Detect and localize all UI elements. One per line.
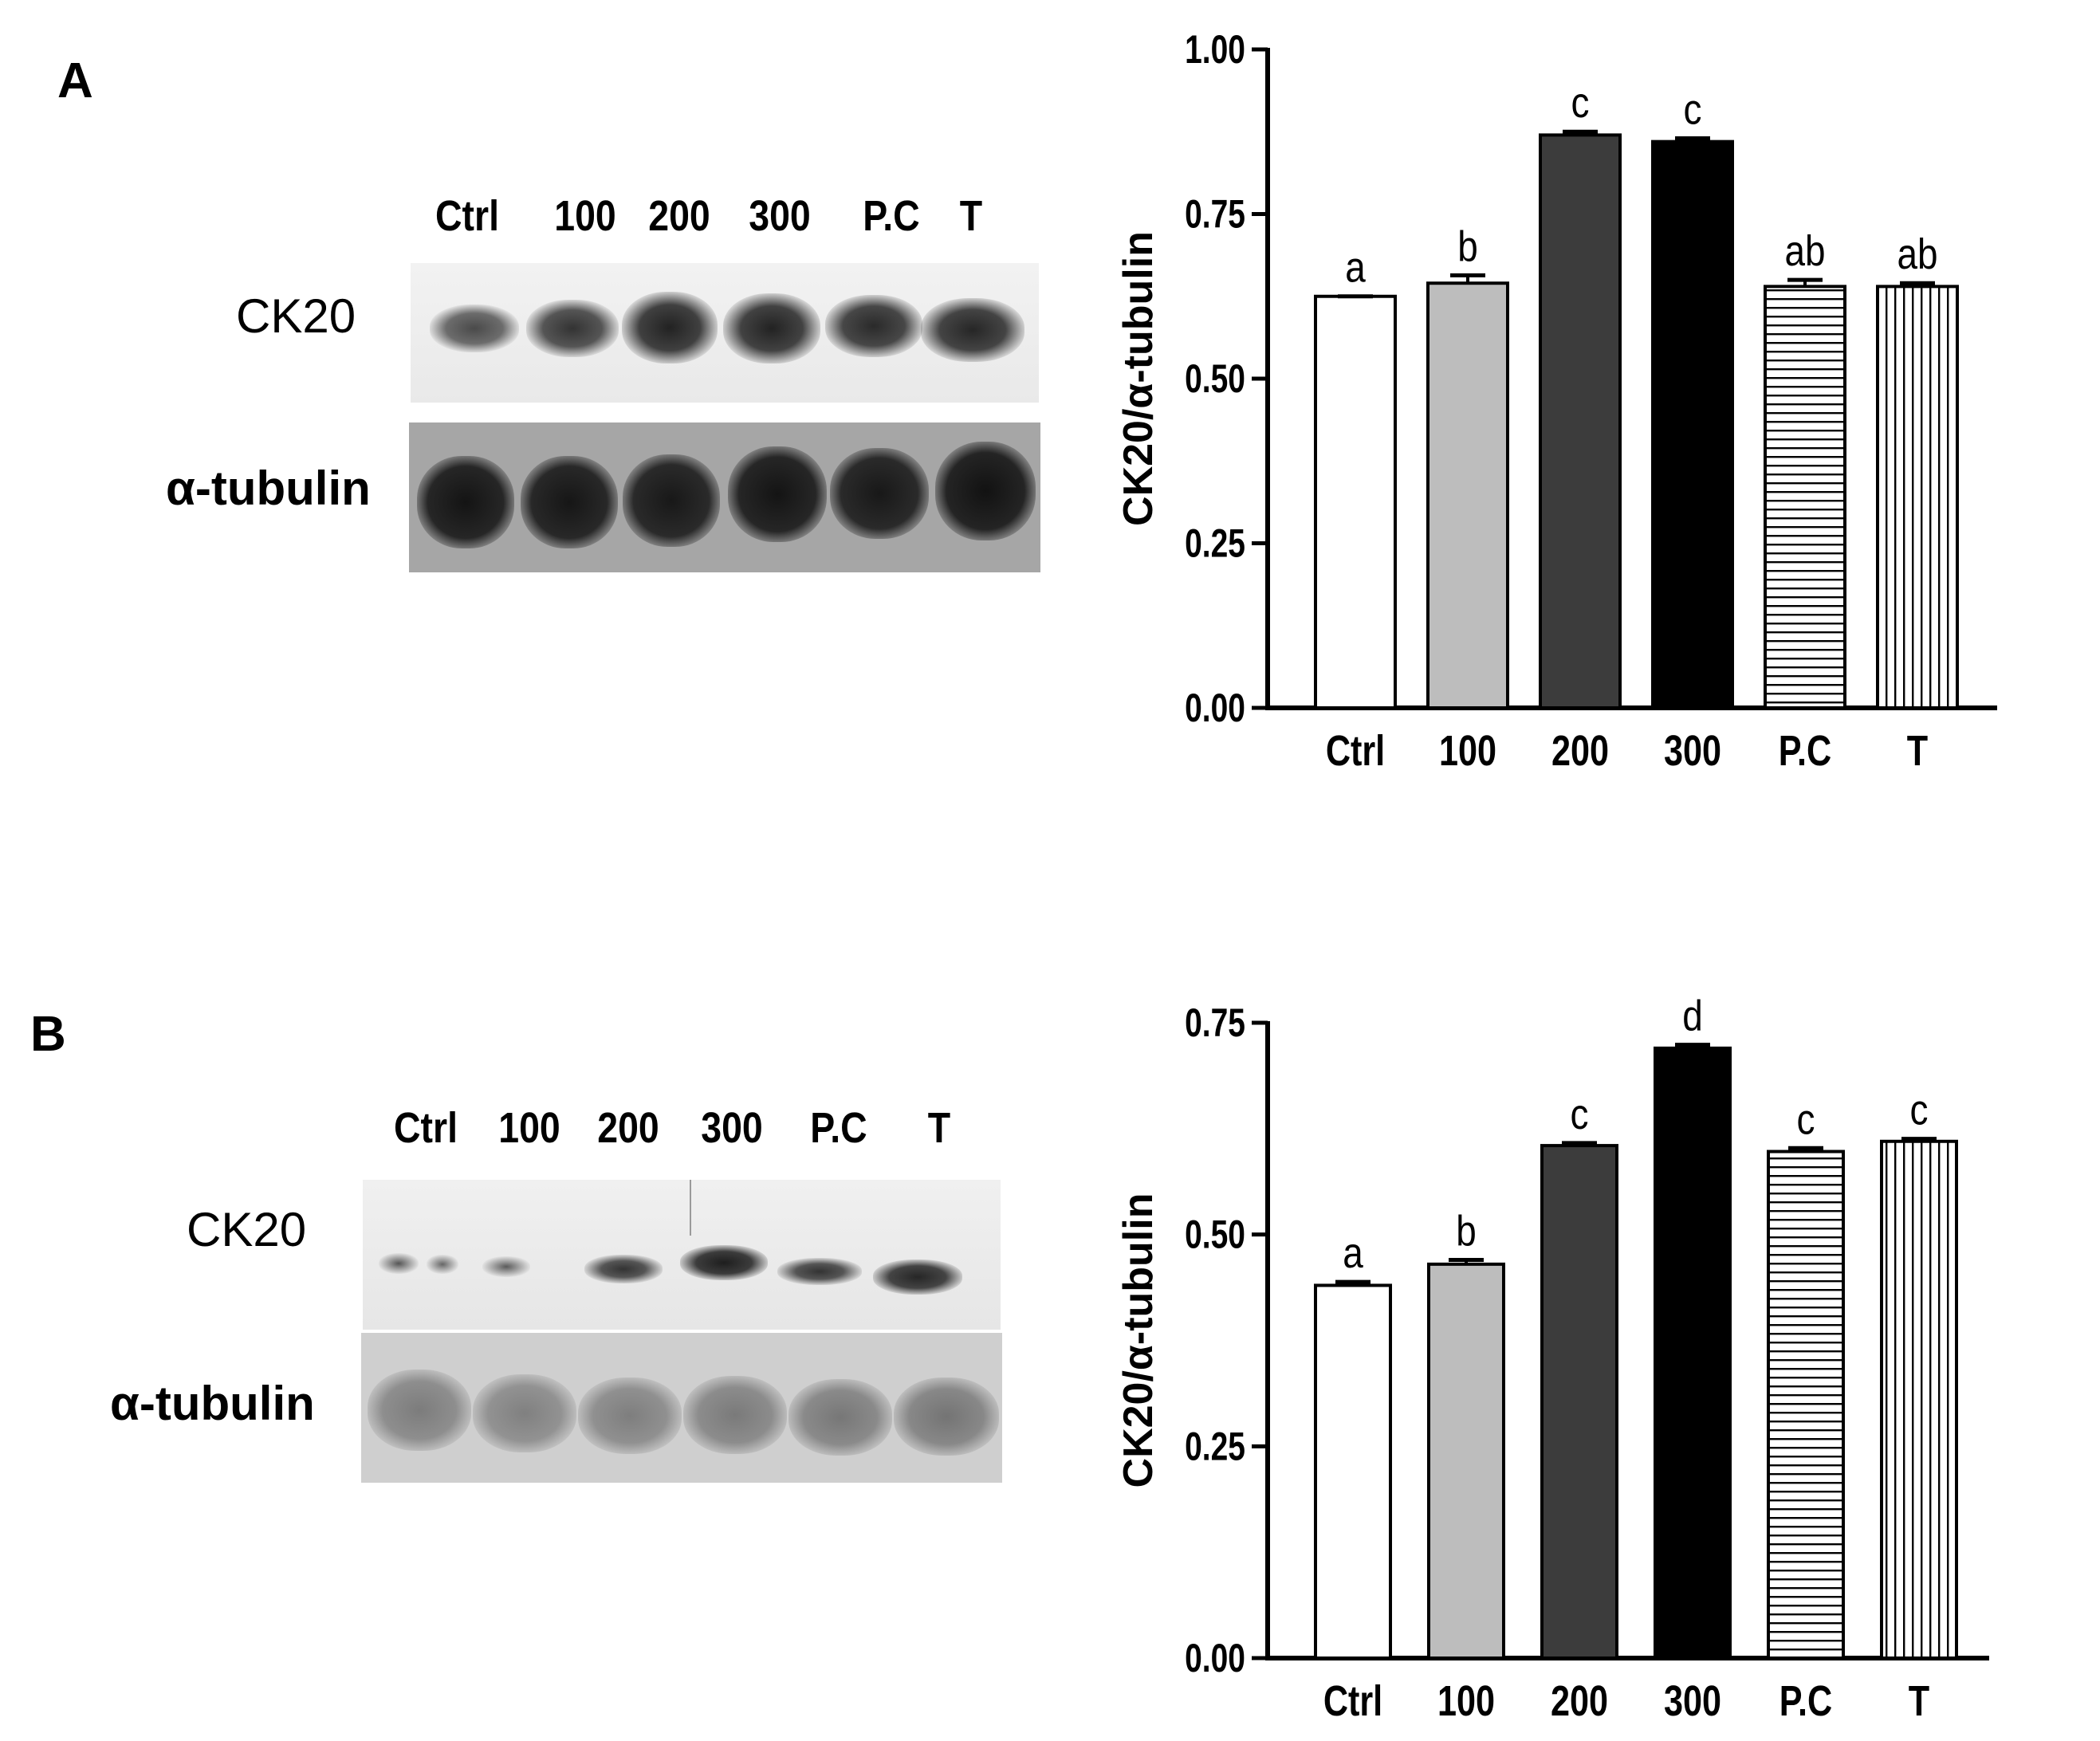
band [894, 1377, 999, 1456]
lane-label: P.C [863, 192, 920, 240]
band [680, 1245, 768, 1280]
lane-label: 100 [498, 1104, 560, 1152]
band [723, 293, 820, 364]
panel-label-b: B [30, 1007, 66, 1062]
blot-strip-ck20 [411, 263, 1039, 403]
x-tick-label: 300 [1664, 728, 1721, 776]
band [379, 1253, 419, 1274]
panel-label-a: A [57, 53, 93, 108]
blot-strip-tubulin [409, 422, 1040, 572]
significance-letter: a [1343, 1229, 1363, 1277]
x-tick-label: Ctrl [1323, 1678, 1382, 1726]
protein-label-tubulin: α-tubulin [166, 462, 371, 515]
y-tick-label: 0.75 [1185, 191, 1245, 237]
bar [1654, 1046, 1732, 1660]
lane-label: P.C [810, 1104, 867, 1152]
protein-label-tubulin: α-tubulin [110, 1377, 315, 1430]
y-tick-label: 0.25 [1185, 1424, 1245, 1469]
band [788, 1379, 892, 1456]
x-tick-label: T [1907, 728, 1929, 776]
bar [1427, 1262, 1505, 1660]
lane-label: 100 [554, 192, 616, 240]
bar [1539, 133, 1622, 709]
band [526, 300, 619, 357]
x-tick-label: T [1909, 1678, 1930, 1726]
y-tick-label: 0.00 [1185, 685, 1245, 730]
x-tick-label: P.C [1779, 728, 1831, 776]
y-tick-label: 1.00 [1185, 26, 1245, 72]
y-axis-label: CK20/α-tubulin [1115, 1193, 1162, 1488]
bar [1880, 1139, 1958, 1660]
band [427, 1255, 458, 1274]
y-tick-label: 0.50 [1185, 356, 1245, 401]
x-tick-label: P.C [1779, 1678, 1832, 1726]
bar [1767, 1150, 1845, 1660]
band [473, 1374, 576, 1452]
lane-label: 200 [597, 1104, 659, 1152]
lane-label: T [959, 192, 983, 240]
significance-letter: b [1457, 222, 1478, 270]
band [417, 456, 514, 548]
bar [1426, 281, 1509, 710]
significance-letter: b [1456, 1207, 1477, 1255]
band [623, 454, 720, 547]
lane-label: Ctrl [435, 192, 499, 240]
significance-letter: d [1682, 992, 1703, 1039]
band [777, 1258, 862, 1285]
significance-letter: a [1345, 243, 1366, 291]
significance-letter: ab [1897, 230, 1937, 278]
band [728, 446, 827, 542]
significance-letter: ab [1784, 227, 1825, 275]
band [830, 448, 929, 539]
band [873, 1260, 962, 1295]
significance-letter: c [1797, 1095, 1815, 1143]
y-tick-label: 0.00 [1185, 1635, 1245, 1680]
protein-label-ck20: CK20 [187, 1203, 307, 1256]
x-tick-label: Ctrl [1326, 728, 1385, 776]
y-tick-label: 0.25 [1185, 521, 1245, 566]
x-tick-label: 200 [1551, 728, 1609, 776]
band [921, 298, 1024, 362]
band [584, 1255, 663, 1283]
significance-letter: c [1571, 79, 1590, 127]
bar [1764, 285, 1846, 709]
band [368, 1370, 471, 1451]
band [825, 295, 922, 357]
lane-label: Ctrl [394, 1104, 458, 1152]
significance-letter: c [1910, 1086, 1929, 1134]
y-tick-label: 0.50 [1185, 1212, 1245, 1257]
blot-strip-ck20 [363, 1180, 1001, 1330]
significance-letter: c [1571, 1090, 1589, 1138]
x-tick-label: 200 [1551, 1678, 1608, 1726]
bar [1314, 294, 1397, 709]
band [622, 292, 718, 364]
band [521, 456, 618, 548]
x-tick-label: 100 [1437, 1678, 1495, 1726]
protein-label-ck20: CK20 [236, 289, 356, 343]
y-tick-label: 0.75 [1185, 1000, 1245, 1045]
band [935, 442, 1036, 540]
significance-letter: c [1684, 85, 1702, 133]
band [578, 1377, 682, 1454]
band [683, 1376, 787, 1454]
lane-label: 200 [648, 192, 710, 240]
bar [1314, 1283, 1392, 1660]
blot-strip-tubulin [361, 1333, 1002, 1483]
lane-label: 300 [701, 1104, 763, 1152]
lane-label: T [927, 1104, 951, 1152]
bar [1876, 285, 1959, 709]
y-axis-label: CK20/α-tubulin [1115, 231, 1162, 526]
band [482, 1256, 530, 1277]
x-tick-label: 100 [1439, 728, 1496, 776]
band [430, 305, 519, 352]
bar [1540, 1144, 1618, 1660]
lane-label: 300 [749, 192, 811, 240]
bar [1651, 140, 1734, 709]
x-tick-label: 300 [1664, 1678, 1721, 1726]
